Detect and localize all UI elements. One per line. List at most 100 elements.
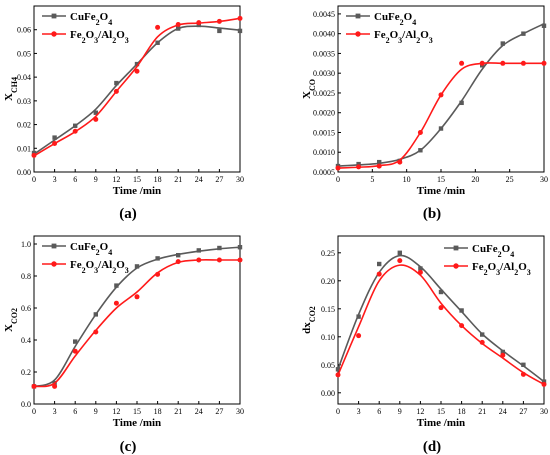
y-tick-label: 0.4 (21, 336, 31, 345)
series-line-fe2o3-al2o3 (337, 62, 544, 169)
x-tick-label: 15 (437, 175, 445, 184)
series-line-fe2o3-al2o3 (33, 17, 241, 157)
data-point-fe2o3-al2o3 (541, 381, 547, 387)
panel-label: (a) (119, 206, 137, 222)
legend-label: Fe2O3/Al2O3 (70, 259, 129, 275)
data-point-cufe2o4 (196, 248, 201, 253)
data-point-cufe2o4 (114, 80, 119, 86)
y-tick-label: 0.05 (321, 361, 335, 370)
data-point-cufe2o4 (93, 110, 98, 115)
data-point-fe2o3-al2o3 (417, 269, 423, 275)
y-axis-label-sub: CO (308, 79, 317, 91)
chart-panel-b: 0 5 10 15 20 25 30 0.0005 0.0010 0.0015 0.0020 0.00… (301, 5, 548, 222)
x-tick-label: 30 (236, 407, 244, 416)
data-point-cufe2o4 (377, 261, 382, 267)
data-point-fe2o3-al2o3 (459, 60, 465, 66)
x-tick-label: 12 (416, 407, 424, 416)
y-tick-label: 0.0020 (313, 109, 335, 118)
x-tick-label: 24 (499, 407, 507, 416)
data-point-cufe2o4 (521, 362, 526, 367)
y-tick-label: 0.15 (321, 305, 335, 314)
data-point-fe2o3-al2o3 (376, 163, 382, 169)
legend-marker-square (51, 243, 57, 249)
data-point-cufe2o4 (438, 126, 444, 131)
x-tick-label: 18 (458, 407, 466, 416)
data-point-fe2o3-al2o3 (335, 165, 341, 171)
data-point-cufe2o4 (377, 159, 382, 165)
y-tick-label: 0.00 (321, 389, 335, 398)
legend-marker-square (453, 245, 459, 251)
x-tick-label: 24 (195, 407, 203, 416)
x-tick-label: 15 (133, 175, 141, 184)
data-point-cufe2o4 (217, 245, 222, 251)
x-tick-label: 20 (471, 175, 479, 184)
x-tick-label: 27 (215, 407, 223, 416)
data-point-cufe2o4 (521, 31, 526, 36)
data-point-cufe2o4 (155, 256, 160, 261)
x-tick-label: 6 (377, 407, 381, 416)
data-point-fe2o3-al2o3 (196, 20, 202, 26)
panel-label: (b) (423, 206, 441, 222)
data-point-fe2o3-al2o3 (72, 348, 78, 354)
data-point-fe2o3-al2o3 (113, 88, 119, 94)
data-point-cufe2o4 (438, 289, 444, 295)
legend-entry-cufe2o4: CuFe2O4 (42, 11, 112, 27)
chart-panel-d: 0 3 6 9 12 15 18 21 24 27 30 0.00 0.05 0.10 0.15 0.20 0.… (301, 235, 548, 455)
data-point-fe2o3-al2o3 (93, 329, 99, 335)
data-point-fe2o3-al2o3 (175, 21, 181, 27)
data-point-cufe2o4 (134, 61, 140, 67)
x-tick-label: 5 (370, 175, 374, 184)
legend-marker-circle (355, 31, 361, 37)
x-tick-label: 30 (540, 407, 548, 416)
data-point-fe2o3-al2o3 (216, 257, 222, 263)
data-point-fe2o3-al2o3 (438, 92, 444, 98)
data-point-fe2o3-al2o3 (113, 300, 119, 306)
y-axis-label: dxCO2 (301, 306, 317, 334)
legend-entry-cufe2o4: CuFe2O4 (444, 243, 514, 259)
x-tick-label: 21 (174, 175, 182, 184)
plot-frame (33, 235, 241, 405)
data-point-fe2o3-al2o3 (216, 18, 222, 24)
data-point-cufe2o4 (397, 250, 402, 255)
y-tick-label: 0.02 (17, 121, 31, 130)
data-point-fe2o3-al2o3 (356, 164, 362, 170)
data-point-cufe2o4 (418, 266, 423, 271)
series-line-cufe2o4 (33, 25, 241, 155)
legend-marker-square (51, 13, 57, 19)
legend-entry-fe2o3-al2o3: Fe2O3/Al2O3 (444, 261, 531, 277)
legend-marker-circle (453, 263, 459, 269)
data-point-cufe2o4 (237, 245, 243, 250)
x-tick-label: 12 (112, 175, 120, 184)
data-point-fe2o3-al2o3 (175, 259, 181, 265)
data-point-fe2o3-al2o3 (479, 60, 485, 66)
y-tick-label: 0.0035 (313, 49, 335, 58)
plot-frame (337, 5, 545, 173)
data-point-fe2o3-al2o3 (500, 60, 506, 66)
chart-panel-a: 0 3 6 9 12 15 18 21 24 27 30 0.00 0.01 0.02 0.03 0.04 0.… (3, 5, 244, 222)
data-point-fe2o3-al2o3 (397, 159, 403, 165)
y-tick-label: 0.0045 (313, 10, 335, 19)
y-tick-label: 0.0030 (313, 69, 335, 78)
data-point-fe2o3-al2o3 (520, 60, 526, 66)
legend-entry-fe2o3-al2o3: Fe2O3/Al2O3 (346, 29, 433, 45)
data-point-cufe2o4 (500, 349, 505, 355)
y-axis-label-main: X (3, 324, 15, 332)
x-tick-label: 0 (336, 407, 340, 416)
data-point-fe2o3-al2o3 (155, 271, 161, 277)
legend-label: CuFe2O4 (374, 11, 416, 27)
data-point-fe2o3-al2o3 (541, 60, 547, 66)
data-point-fe2o3-al2o3 (31, 383, 37, 389)
x-tick-label: 27 (215, 175, 223, 184)
data-point-fe2o3-al2o3 (520, 371, 526, 377)
data-point-fe2o3-al2o3 (438, 305, 444, 311)
y-tick-label: 0.2 (21, 368, 31, 377)
series-line-fe2o3-al2o3 (337, 264, 545, 386)
plot-frame (33, 5, 241, 173)
x-tick-label: 6 (73, 175, 77, 184)
legend-label: CuFe2O4 (472, 243, 514, 259)
y-axis-label-sub: CO2 (10, 308, 19, 324)
data-point-cufe2o4 (500, 41, 505, 46)
x-tick-label: 21 (174, 407, 182, 416)
data-point-fe2o3-al2o3 (479, 339, 485, 345)
data-point-fe2o3-al2o3 (397, 258, 403, 264)
